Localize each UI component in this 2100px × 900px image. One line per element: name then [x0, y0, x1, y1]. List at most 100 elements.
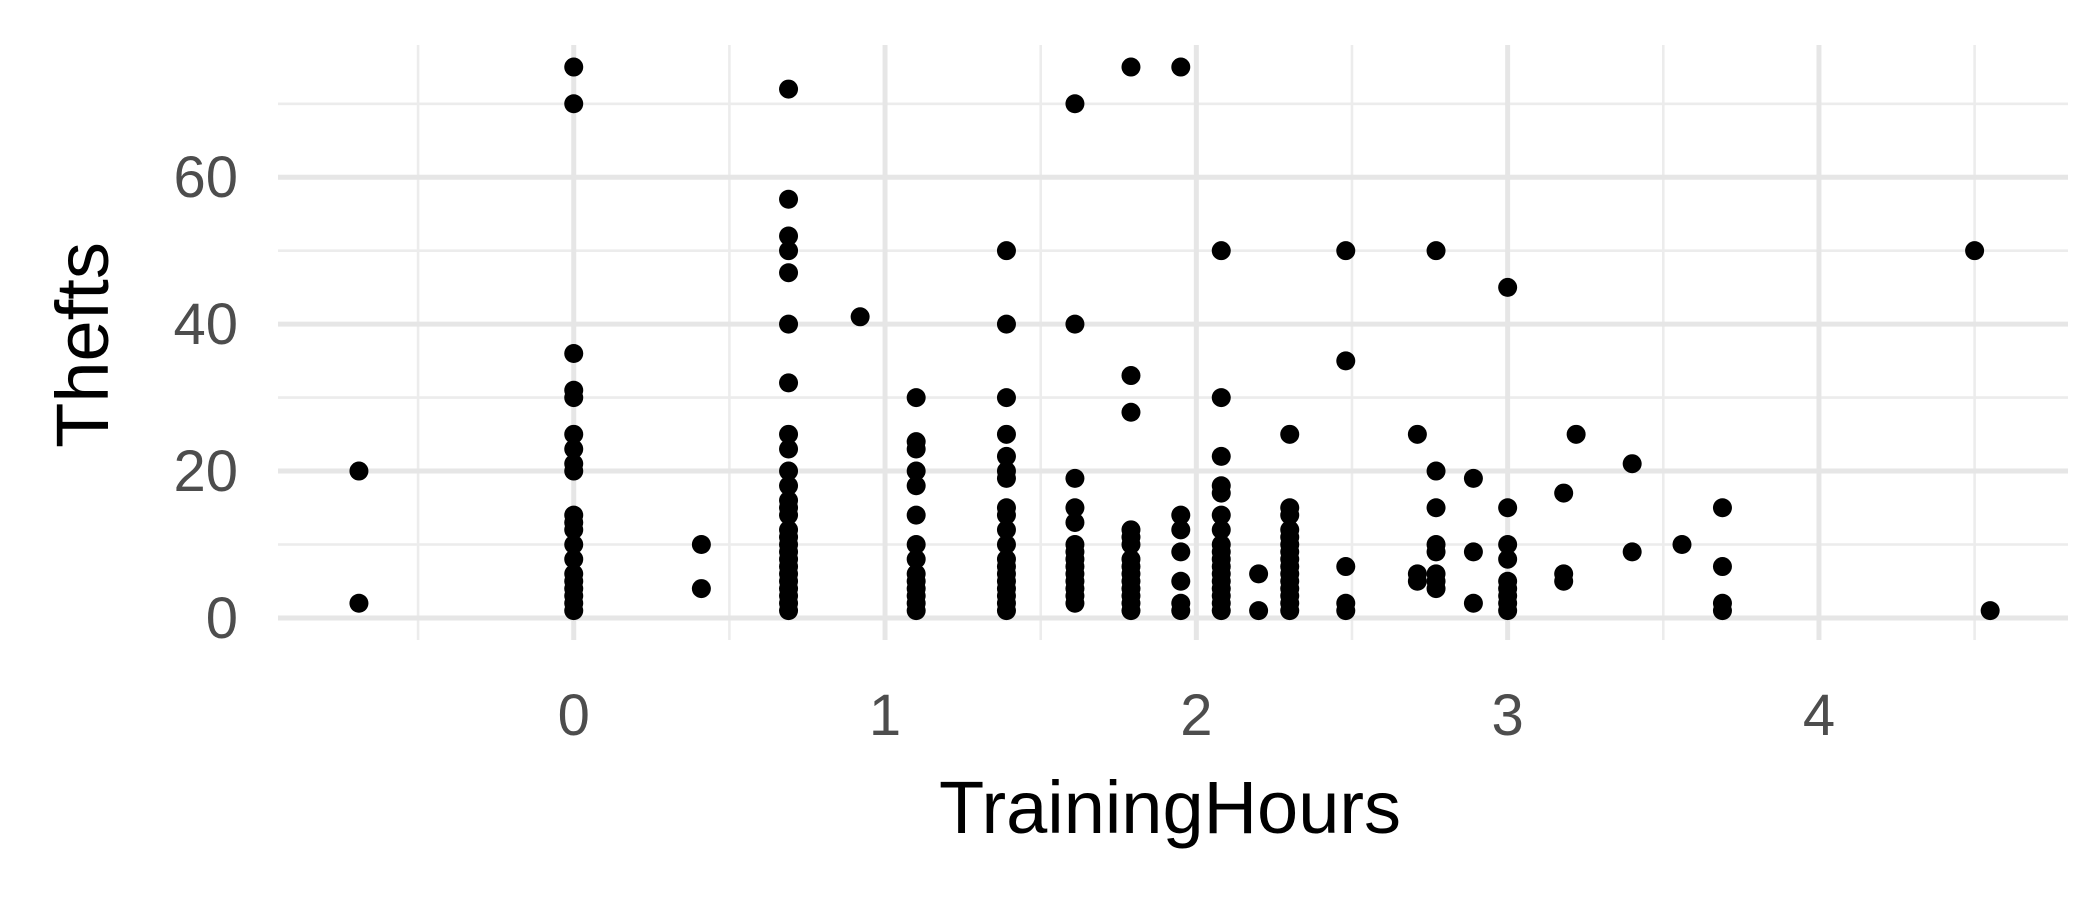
data-point — [906, 439, 926, 459]
data-point — [1211, 241, 1231, 261]
data-point — [996, 424, 1016, 444]
data-point — [1065, 468, 1085, 488]
data-point — [1171, 505, 1191, 525]
data-point — [1426, 498, 1446, 518]
data-point — [779, 461, 799, 481]
data-point — [779, 314, 799, 334]
data-point — [1407, 571, 1427, 591]
x-tick-label: 0 — [558, 683, 590, 748]
data-point — [1498, 277, 1518, 297]
x-axis-ticks: 0 1 2 3 4 — [558, 683, 1835, 748]
data-point — [1280, 601, 1300, 621]
data-point — [906, 461, 926, 481]
data-point — [564, 439, 584, 459]
data-point — [779, 226, 799, 246]
data-point — [564, 388, 584, 408]
data-point — [1622, 454, 1642, 474]
data-point — [906, 549, 926, 569]
data-point — [1426, 461, 1446, 481]
y-tick-label: 20 — [173, 439, 238, 504]
data-point — [1426, 542, 1446, 562]
y-axis-title: Thefts — [41, 242, 124, 448]
data-point — [564, 549, 584, 569]
data-point — [564, 424, 584, 444]
data-point — [1211, 483, 1231, 503]
data-point — [996, 505, 1016, 525]
data-point — [564, 461, 584, 481]
data-point — [1336, 241, 1356, 261]
x-tick-label: 3 — [1492, 683, 1524, 748]
data-point — [1249, 601, 1269, 621]
data-point — [996, 241, 1016, 261]
data-point — [779, 601, 799, 621]
x-tick-label: 4 — [1803, 683, 1835, 748]
data-point — [1965, 241, 1985, 261]
data-point — [564, 344, 584, 364]
data-point — [1211, 601, 1231, 621]
data-point — [1121, 601, 1141, 621]
data-point — [691, 535, 711, 555]
data-point — [1121, 57, 1141, 77]
data-point — [1121, 366, 1141, 386]
data-point — [1498, 498, 1518, 518]
data-point — [1426, 241, 1446, 261]
data-point — [1712, 601, 1732, 621]
x-tick-label: 1 — [869, 683, 901, 748]
data-point — [1171, 57, 1191, 77]
data-point — [1407, 424, 1427, 444]
data-point — [1171, 542, 1191, 562]
data-point — [1498, 549, 1518, 569]
data-point — [1121, 402, 1141, 422]
data-point — [1211, 446, 1231, 466]
data-point — [779, 439, 799, 459]
data-point — [996, 601, 1016, 621]
y-tick-label: 60 — [173, 145, 238, 210]
data-point — [1463, 468, 1483, 488]
data-point — [1336, 557, 1356, 577]
data-point — [1336, 601, 1356, 621]
data-point — [906, 476, 926, 496]
data-point — [996, 520, 1016, 540]
data-point — [1211, 505, 1231, 525]
data-point — [779, 189, 799, 209]
data-point — [1463, 542, 1483, 562]
data-point — [1566, 424, 1586, 444]
data-point — [1280, 505, 1300, 525]
data-point — [1249, 564, 1269, 584]
data-point — [1554, 483, 1574, 503]
data-point — [691, 579, 711, 599]
data-point — [1712, 557, 1732, 577]
data-point — [906, 505, 926, 525]
data-point — [1065, 593, 1085, 613]
data-point — [996, 468, 1016, 488]
data-point — [1211, 388, 1231, 408]
data-point — [1498, 535, 1518, 555]
data-point — [779, 424, 799, 444]
data-point — [1065, 498, 1085, 518]
data-point — [349, 461, 369, 481]
data-point — [1980, 601, 2000, 621]
data-point — [1280, 424, 1300, 444]
data-point — [996, 314, 1016, 334]
data-point — [349, 593, 369, 613]
data-point — [1171, 601, 1191, 621]
data-point — [564, 535, 584, 555]
data-point — [1065, 314, 1085, 334]
data-point — [1336, 351, 1356, 371]
data-point — [1498, 601, 1518, 621]
data-point — [1712, 498, 1732, 518]
data-point — [1672, 535, 1692, 555]
data-point — [1171, 520, 1191, 540]
data-point — [779, 263, 799, 283]
y-axis-ticks: 0 20 40 60 — [173, 145, 238, 651]
data-point — [996, 388, 1016, 408]
data-point — [779, 373, 799, 393]
x-axis-title: TrainingHours — [939, 766, 1401, 849]
data-point — [1554, 571, 1574, 591]
data-point — [996, 535, 1016, 555]
data-point — [1065, 94, 1085, 114]
data-point — [564, 94, 584, 114]
data-point — [1622, 542, 1642, 562]
data-point — [779, 476, 799, 496]
